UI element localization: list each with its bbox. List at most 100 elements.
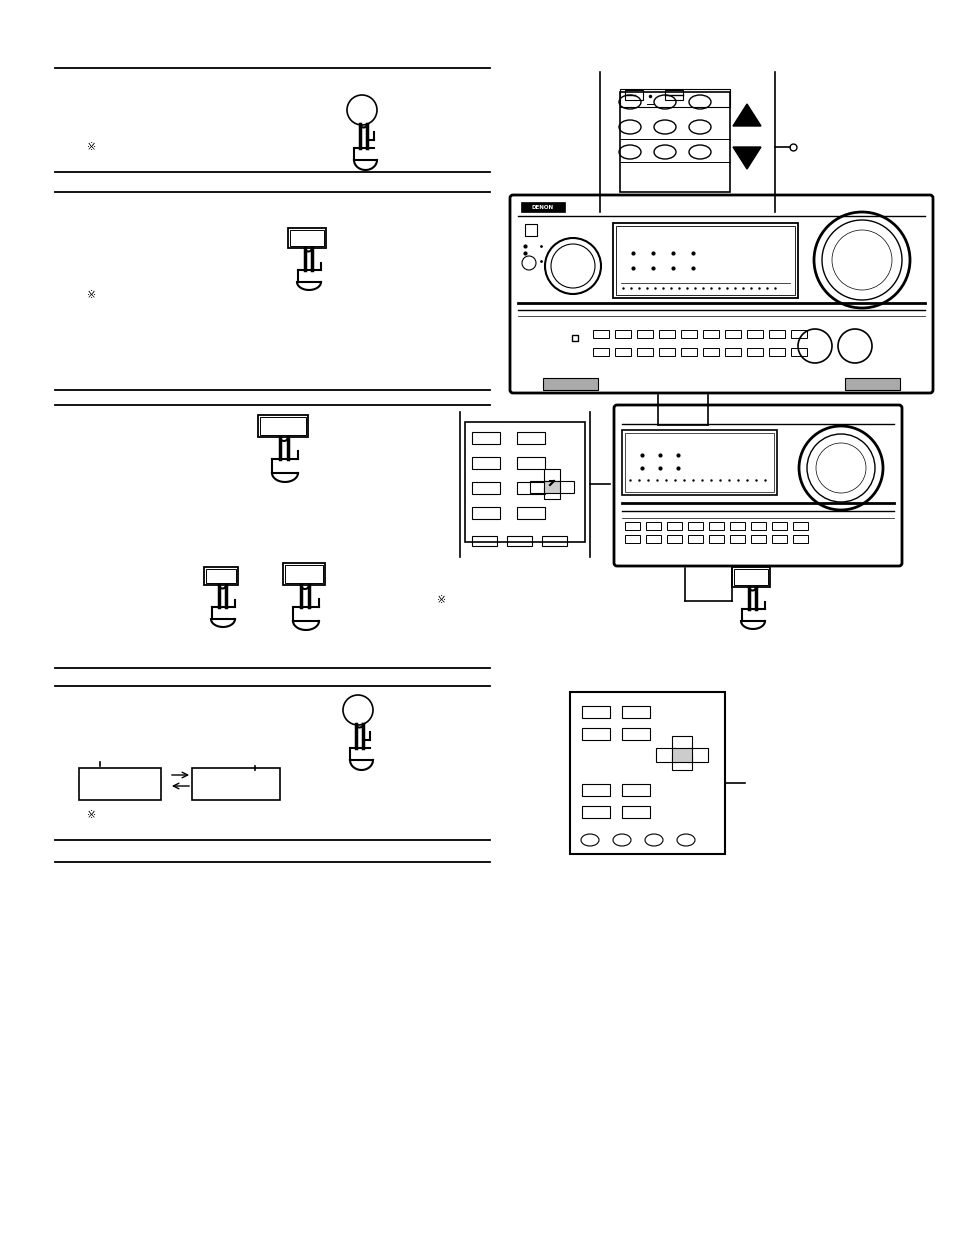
Bar <box>680 331 697 338</box>
Bar <box>581 728 609 740</box>
Bar <box>637 331 652 338</box>
Text: ※: ※ <box>87 290 96 300</box>
Bar <box>656 748 676 763</box>
Bar <box>731 567 769 587</box>
Bar <box>687 535 702 543</box>
Bar <box>517 457 544 469</box>
Bar <box>790 348 806 357</box>
Text: ※: ※ <box>87 142 96 152</box>
Bar <box>283 563 325 586</box>
Bar <box>724 348 740 357</box>
Bar <box>542 378 598 390</box>
Bar <box>680 348 697 357</box>
Bar <box>581 806 609 818</box>
Bar <box>702 331 719 338</box>
Bar <box>771 522 786 530</box>
Bar <box>729 522 744 530</box>
Bar <box>288 228 326 248</box>
Bar <box>517 508 544 519</box>
Bar <box>645 535 660 543</box>
Bar <box>517 482 544 494</box>
Bar <box>768 348 784 357</box>
Bar <box>659 348 675 357</box>
Bar <box>530 482 545 493</box>
Bar <box>581 784 609 796</box>
Bar <box>666 522 681 530</box>
Bar <box>671 748 691 763</box>
Bar <box>645 522 660 530</box>
Bar <box>746 348 762 357</box>
Bar <box>524 224 537 236</box>
Bar <box>708 522 723 530</box>
Bar <box>729 535 744 543</box>
Bar <box>687 522 702 530</box>
Bar <box>543 469 559 482</box>
Bar <box>659 331 675 338</box>
Bar <box>616 227 794 295</box>
Bar <box>792 522 807 530</box>
Bar <box>768 331 784 338</box>
Bar <box>543 482 559 493</box>
Bar <box>771 535 786 543</box>
Bar <box>624 433 773 491</box>
Bar <box>708 535 723 543</box>
Bar <box>624 535 639 543</box>
Bar <box>621 806 649 818</box>
Bar <box>593 331 608 338</box>
Text: ※: ※ <box>87 810 96 820</box>
Bar <box>517 432 544 444</box>
Bar <box>472 536 497 546</box>
Bar <box>792 535 807 543</box>
Bar <box>285 565 323 583</box>
Bar <box>664 90 682 100</box>
Bar <box>621 728 649 740</box>
Bar <box>733 569 767 586</box>
Bar <box>615 331 630 338</box>
Bar <box>192 768 280 800</box>
Bar <box>593 348 608 357</box>
Bar <box>844 378 899 390</box>
Polygon shape <box>732 104 760 126</box>
Bar <box>613 223 797 298</box>
Bar <box>619 89 729 106</box>
Bar <box>204 567 237 586</box>
Bar <box>615 348 630 357</box>
Bar <box>666 535 681 543</box>
Bar <box>506 536 532 546</box>
Bar <box>790 331 806 338</box>
Bar <box>464 422 584 542</box>
Bar <box>750 535 765 543</box>
Polygon shape <box>732 147 760 170</box>
Bar <box>520 202 564 212</box>
Bar <box>257 415 308 437</box>
Bar <box>558 482 574 493</box>
Bar <box>671 737 691 750</box>
Bar <box>472 482 499 494</box>
Bar <box>543 487 559 499</box>
Bar <box>472 432 499 444</box>
Bar <box>637 348 652 357</box>
Bar <box>750 522 765 530</box>
Bar <box>619 92 729 192</box>
Bar <box>624 90 642 100</box>
Bar <box>702 348 719 357</box>
Bar <box>671 756 691 770</box>
Bar <box>621 430 776 495</box>
Bar <box>724 331 740 338</box>
Bar <box>621 784 649 796</box>
Bar <box>541 536 566 546</box>
Bar <box>569 692 724 854</box>
Bar <box>624 522 639 530</box>
Bar <box>581 706 609 718</box>
Bar <box>472 457 499 469</box>
Text: ※: ※ <box>436 595 446 605</box>
Bar <box>206 569 235 583</box>
Bar <box>472 508 499 519</box>
Bar <box>290 230 324 246</box>
Bar <box>79 768 161 800</box>
Bar <box>746 331 762 338</box>
Bar <box>621 706 649 718</box>
Text: DENON: DENON <box>532 204 554 209</box>
Bar <box>687 748 707 763</box>
Bar <box>260 417 306 435</box>
